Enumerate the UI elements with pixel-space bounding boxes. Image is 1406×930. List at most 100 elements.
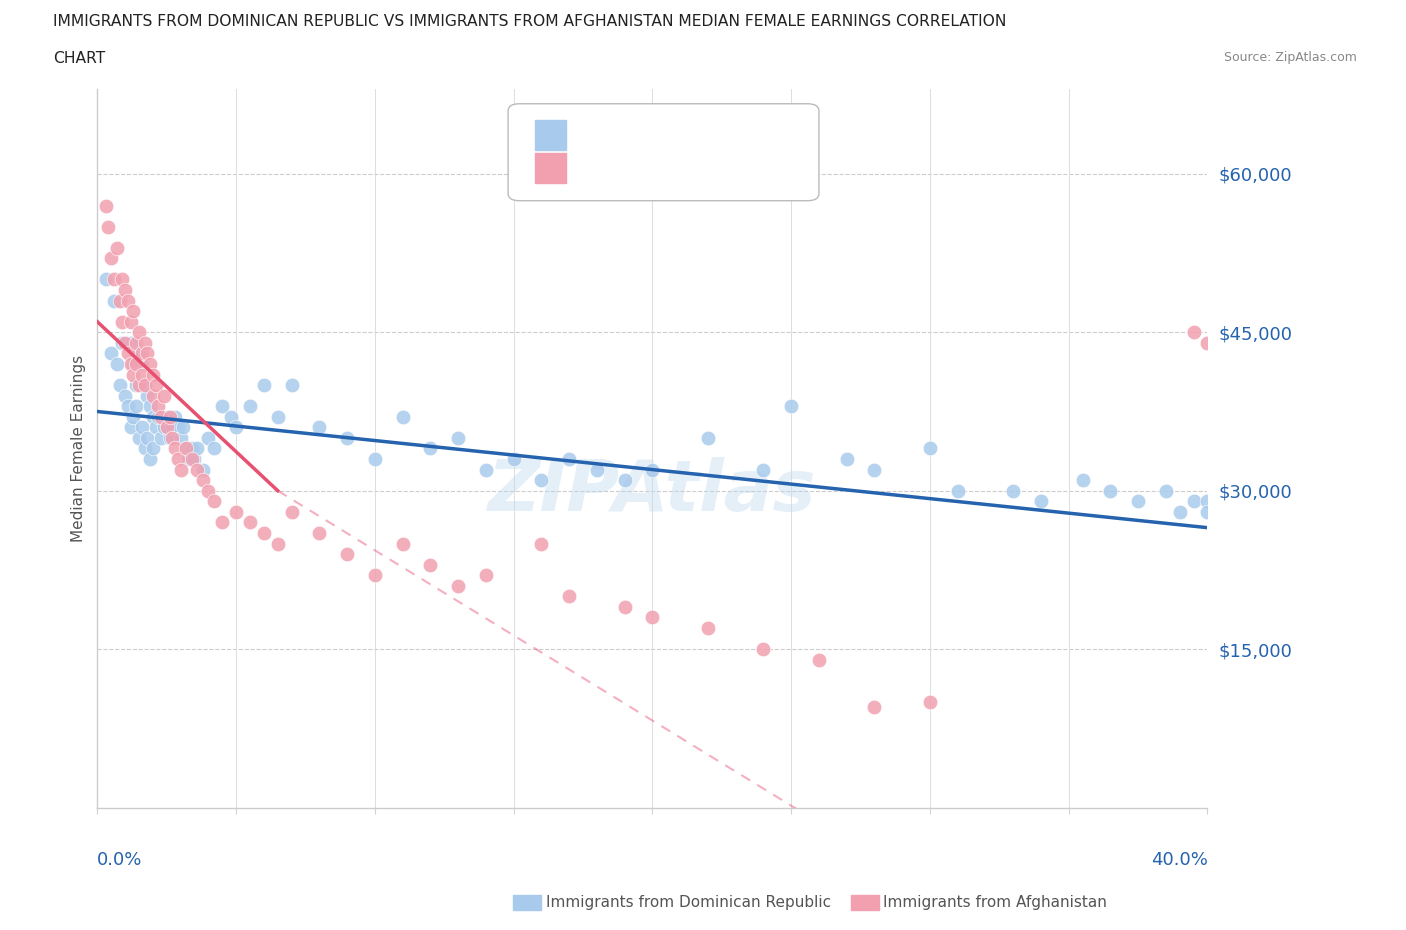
Point: [128, 325, 150, 339]
Point: [134, 336, 156, 351]
Point: [159, 409, 181, 424]
Point: [111, 336, 134, 351]
Point: [136, 431, 159, 445]
Point: [111, 314, 134, 329]
Point: [174, 441, 197, 456]
Point: [613, 472, 636, 487]
Point: [169, 462, 191, 477]
Point: [202, 494, 225, 509]
Bar: [534, 120, 565, 151]
Point: [100, 346, 122, 361]
Point: [558, 452, 581, 467]
Point: [211, 515, 233, 530]
Point: [280, 504, 302, 519]
Point: [835, 452, 858, 467]
Point: [641, 610, 664, 625]
Point: [142, 388, 165, 403]
Point: [239, 399, 262, 414]
Point: [114, 388, 136, 403]
Point: [280, 378, 302, 392]
Point: [419, 441, 441, 456]
Point: [162, 431, 184, 445]
Point: [108, 378, 131, 392]
Point: [131, 346, 153, 361]
Point: [139, 399, 162, 414]
Point: [1182, 325, 1205, 339]
Point: [586, 462, 609, 477]
Point: [150, 431, 173, 445]
Text: Immigrants from Afghanistan: Immigrants from Afghanistan: [883, 895, 1107, 910]
Point: [134, 378, 156, 392]
Point: [447, 431, 470, 445]
Point: [530, 536, 553, 551]
Point: [863, 462, 886, 477]
Text: IMMIGRANTS FROM DOMINICAN REPUBLIC VS IMMIGRANTS FROM AFGHANISTAN MEDIAN FEMALE : IMMIGRANTS FROM DOMINICAN REPUBLIC VS IM…: [53, 14, 1007, 29]
Point: [105, 356, 128, 371]
Point: [391, 536, 413, 551]
Point: [94, 198, 117, 213]
FancyBboxPatch shape: [508, 104, 818, 201]
Point: [336, 431, 359, 445]
Point: [103, 293, 125, 308]
Point: [150, 409, 173, 424]
Y-axis label: Median Female Earnings: Median Female Earnings: [72, 355, 86, 542]
Point: [502, 452, 524, 467]
Point: [165, 441, 187, 456]
Text: Immigrants from Dominican Republic: Immigrants from Dominican Republic: [546, 895, 831, 910]
Point: [100, 251, 122, 266]
Point: [108, 293, 131, 308]
Point: [1197, 336, 1219, 351]
Point: [447, 578, 470, 593]
Point: [131, 420, 153, 435]
Point: [97, 219, 120, 234]
Point: [125, 336, 148, 351]
Point: [1126, 494, 1149, 509]
Point: [134, 378, 156, 392]
Point: [134, 441, 156, 456]
Point: [780, 399, 803, 414]
Point: [125, 356, 148, 371]
Point: [142, 441, 165, 456]
Point: [1071, 472, 1094, 487]
Point: [475, 567, 498, 582]
Point: [165, 409, 187, 424]
Point: [186, 462, 208, 477]
Point: [225, 504, 247, 519]
Point: [1099, 484, 1122, 498]
Point: [139, 356, 162, 371]
Point: [139, 452, 162, 467]
Point: [145, 378, 167, 392]
Point: [166, 420, 188, 435]
Point: [120, 420, 142, 435]
Point: [391, 409, 413, 424]
Point: [159, 431, 181, 445]
Point: [180, 441, 202, 456]
Point: [131, 356, 153, 371]
Point: [225, 420, 247, 435]
Point: [145, 420, 167, 435]
Point: [114, 283, 136, 298]
Point: [1182, 494, 1205, 509]
Point: [156, 420, 179, 435]
Point: [946, 484, 969, 498]
Point: [125, 378, 148, 392]
Point: [111, 272, 134, 287]
Point: [308, 525, 330, 540]
Point: [186, 441, 208, 456]
Point: [267, 536, 290, 551]
Point: [122, 409, 145, 424]
Point: [419, 557, 441, 572]
Point: [122, 304, 145, 319]
Point: [641, 462, 664, 477]
Point: [156, 409, 179, 424]
Point: [558, 589, 581, 604]
Point: [1154, 484, 1177, 498]
Point: [613, 600, 636, 615]
Point: [148, 399, 170, 414]
Point: [153, 420, 176, 435]
Point: [105, 240, 128, 255]
Point: [364, 567, 387, 582]
Text: 0.0%: 0.0%: [97, 851, 143, 869]
Point: [183, 452, 205, 467]
Point: [191, 472, 214, 487]
